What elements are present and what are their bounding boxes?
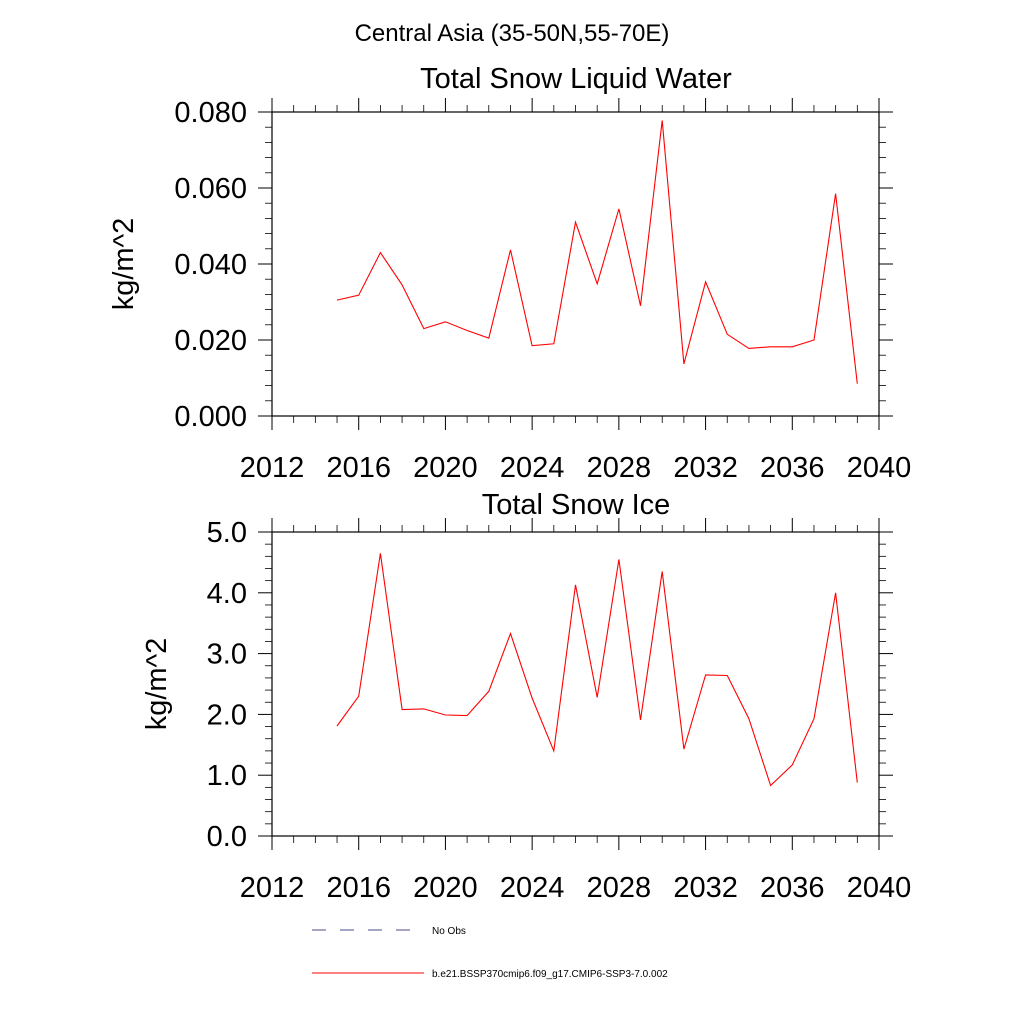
plot-frame bbox=[271, 531, 880, 837]
panel-snow-liquid-water: Total Snow Liquid Water kg/m^2 2012 2016 2… bbox=[108, 63, 911, 484]
y-tick-label: 0.0 bbox=[207, 821, 247, 853]
y-tick-label: 0.080 bbox=[174, 97, 247, 129]
x-tick-label: 2032 bbox=[673, 872, 738, 904]
x-tick-label: 2028 bbox=[587, 452, 652, 484]
chart-title: Total Snow Ice bbox=[482, 489, 671, 521]
panel-snow-ice: Total Snow Ice kg/m^2 2012 2016 2020 2024 20… bbox=[141, 489, 911, 904]
y-axis-label: kg/m^2 bbox=[141, 638, 173, 731]
y-tick-label: 0.060 bbox=[174, 173, 247, 205]
legend-label-no-obs: No Obs bbox=[432, 926, 466, 937]
x-tick-label: 2036 bbox=[760, 452, 825, 484]
series-layer bbox=[336, 120, 858, 384]
x-tick-label: 2020 bbox=[413, 452, 478, 484]
y-tick-label: 4.0 bbox=[207, 578, 247, 610]
x-tick-label: 2024 bbox=[500, 452, 565, 484]
ticks-layer: 2012 2016 2020 2024 2028 2032 2036 2040 0.0 1.0 2.… bbox=[207, 517, 912, 904]
x-tick-label: 2036 bbox=[760, 872, 825, 904]
legend: No Obs b.e21.BSSP370cmip6.f09_g17.CMIP6-… bbox=[312, 926, 668, 980]
plot-frame bbox=[271, 111, 880, 417]
y-tick-label: 2.0 bbox=[207, 699, 247, 731]
x-tick-label: 2012 bbox=[240, 452, 305, 484]
series-line bbox=[336, 553, 858, 787]
series-line bbox=[336, 120, 858, 384]
y-tick-label: 0.040 bbox=[174, 249, 247, 281]
y-axis-label: kg/m^2 bbox=[108, 218, 140, 311]
x-tick-label: 2012 bbox=[240, 872, 305, 904]
series-layer bbox=[336, 553, 858, 787]
y-tick-label: 3.0 bbox=[207, 639, 247, 671]
x-tick-label: 2040 bbox=[847, 452, 912, 484]
x-tick-label: 2024 bbox=[500, 872, 565, 904]
y-tick-label: 0.000 bbox=[174, 401, 247, 433]
y-tick-label: 5.0 bbox=[207, 517, 247, 549]
y-tick-label: 1.0 bbox=[207, 760, 247, 792]
x-tick-label: 2032 bbox=[673, 452, 738, 484]
legend-label-model: b.e21.BSSP370cmip6.f09_g17.CMIP6-SSP3-7.… bbox=[432, 969, 668, 980]
x-tick-label: 2016 bbox=[326, 452, 391, 484]
y-tick-label: 0.020 bbox=[174, 325, 247, 357]
x-tick-label: 2040 bbox=[847, 872, 912, 904]
figure-suptitle: Central Asia (35-50N,55-70E) bbox=[355, 20, 670, 47]
x-tick-label: 2020 bbox=[413, 872, 478, 904]
chart-title: Total Snow Liquid Water bbox=[420, 63, 732, 95]
x-tick-label: 2016 bbox=[326, 872, 391, 904]
ticks-layer: 2012 2016 2020 2024 2028 2032 2036 2040 0.000 0.0… bbox=[174, 97, 911, 484]
x-tick-label: 2028 bbox=[587, 872, 652, 904]
